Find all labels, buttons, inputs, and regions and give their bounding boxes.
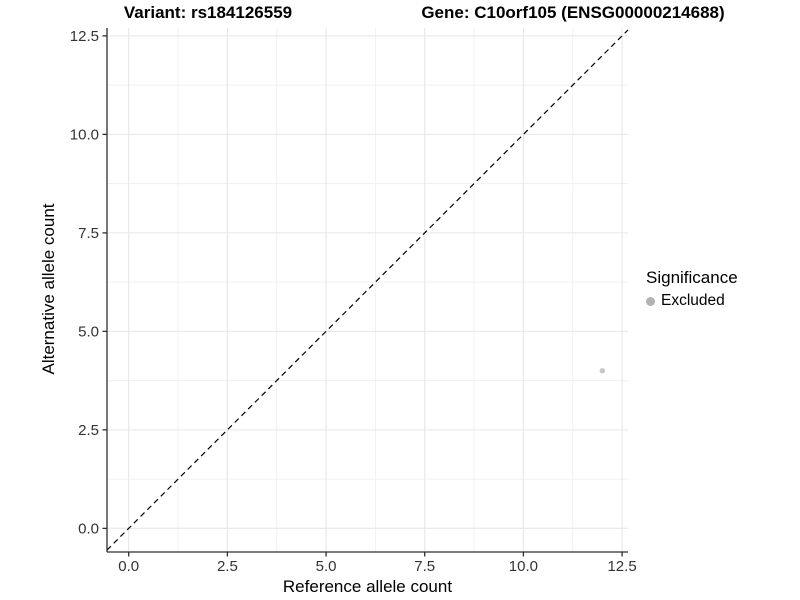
legend-item-excluded: Excluded	[646, 292, 738, 310]
y-tick-label: 12.5	[70, 28, 99, 45]
y-tick-label: 5.0	[78, 323, 99, 340]
identity-dashed-line	[106, 29, 629, 551]
y-tick-label: 0.0	[78, 520, 99, 537]
legend: Significance Excluded	[646, 268, 738, 310]
y-tick-label: 7.5	[78, 225, 99, 242]
x-tick-label: 7.5	[414, 558, 435, 575]
x-tick-label: 5.0	[316, 558, 337, 575]
x-tick-label: 12.5	[607, 558, 636, 575]
x-axis-title: Reference allele count	[282, 577, 453, 596]
legend-title: Significance	[646, 268, 738, 287]
plot-title-gene: Gene: C10orf105 (ENSG00000214688)	[421, 3, 725, 22]
data-point-excluded	[599, 368, 606, 374]
x-tick-label: 0.0	[118, 558, 139, 575]
x-tick-label: 2.5	[217, 558, 238, 575]
x-tick-label: 10.0	[509, 558, 538, 575]
legend-item-label: Excluded	[661, 292, 725, 309]
y-axis-title: Alternative allele count	[39, 203, 58, 375]
y-tick-label: 10.0	[70, 126, 99, 143]
plot-title-variant: Variant: rs184126559	[123, 3, 293, 22]
y-tick-label: 2.5	[78, 422, 99, 439]
legend-point-icon	[646, 296, 655, 306]
